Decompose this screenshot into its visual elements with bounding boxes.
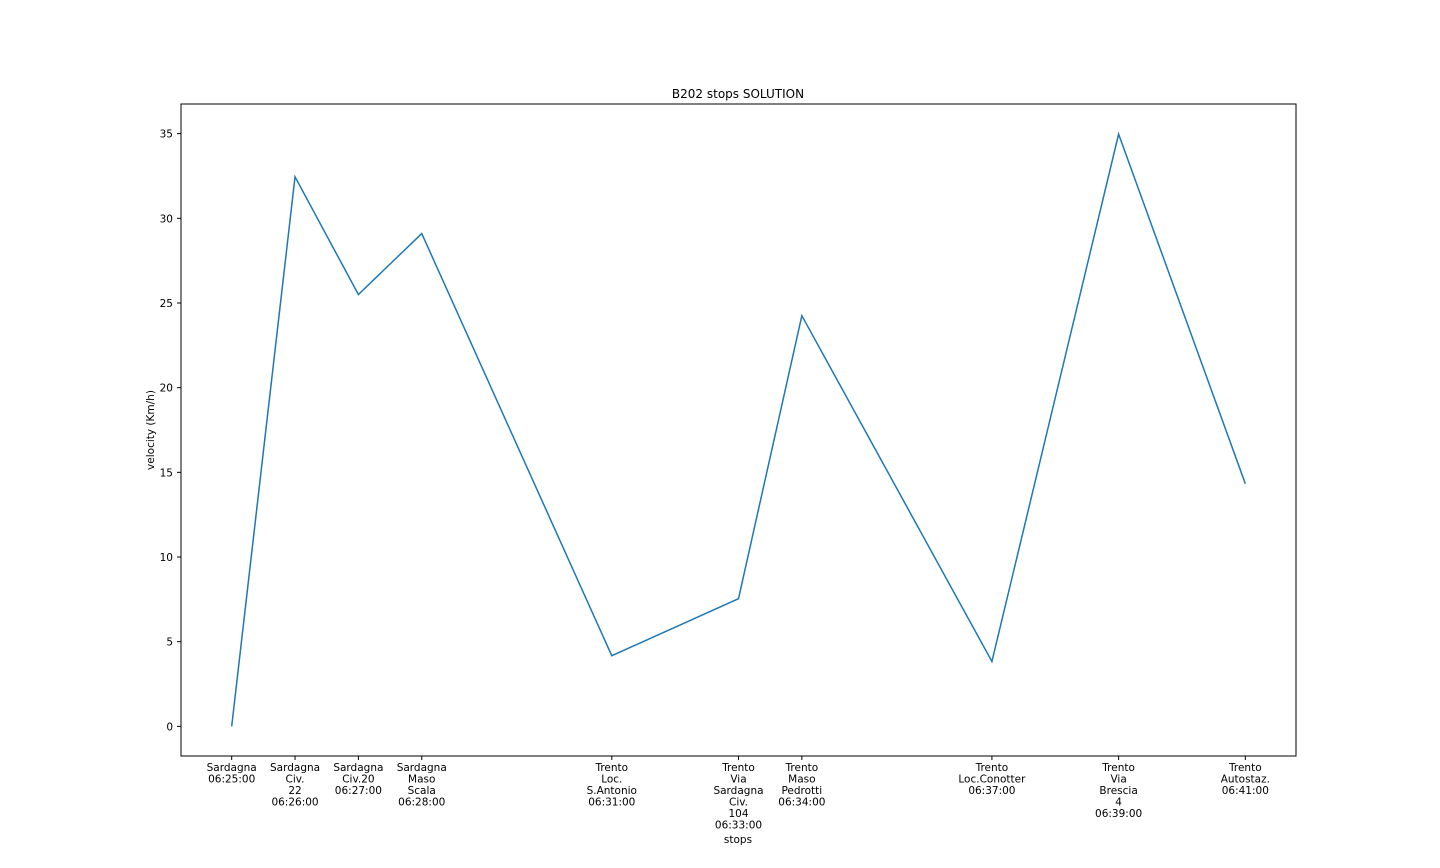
y-tick-label: 25 bbox=[160, 298, 173, 310]
x-tick-label: Trento Maso Pedrotti 06:34:00 bbox=[778, 762, 825, 809]
x-axis-label: stops bbox=[724, 834, 752, 846]
x-tick-label: Trento Loc.Conotter 06:37:00 bbox=[958, 762, 1026, 797]
y-tick-label: 5 bbox=[166, 637, 173, 649]
x-tick-label: Trento Via Brescia 4 06:39:00 bbox=[1095, 762, 1142, 820]
x-tick-label: Sardagna Civ.20 06:27:00 bbox=[333, 762, 383, 797]
chart-title: B202 stops SOLUTION bbox=[672, 87, 804, 101]
y-axis-label: velocity (Km/h) bbox=[145, 390, 157, 470]
plot-frame bbox=[180, 103, 1297, 757]
data-line bbox=[230, 131, 1247, 727]
x-tick-label: Sardagna Maso Scala 06:28:00 bbox=[397, 762, 447, 809]
x-tick-label: Sardagna Civ. 22 06:26:00 bbox=[270, 762, 320, 809]
x-tick-label: Trento Autostaz. 06:41:00 bbox=[1221, 762, 1270, 797]
x-tick-label: Trento Loc. S.Antonio 06:31:00 bbox=[587, 762, 637, 809]
y-tick-label: 20 bbox=[160, 383, 173, 395]
y-tick-label: 30 bbox=[160, 213, 173, 225]
y-tick-label: 0 bbox=[166, 721, 173, 733]
y-tick-label: 10 bbox=[160, 552, 173, 564]
y-tick-label: 15 bbox=[160, 467, 173, 479]
x-tick-label: Sardagna 06:25:00 bbox=[207, 762, 257, 786]
y-tick-label: 35 bbox=[160, 129, 173, 141]
x-tick-label: Trento Via Sardagna Civ. 104 06:33:00 bbox=[713, 762, 763, 832]
